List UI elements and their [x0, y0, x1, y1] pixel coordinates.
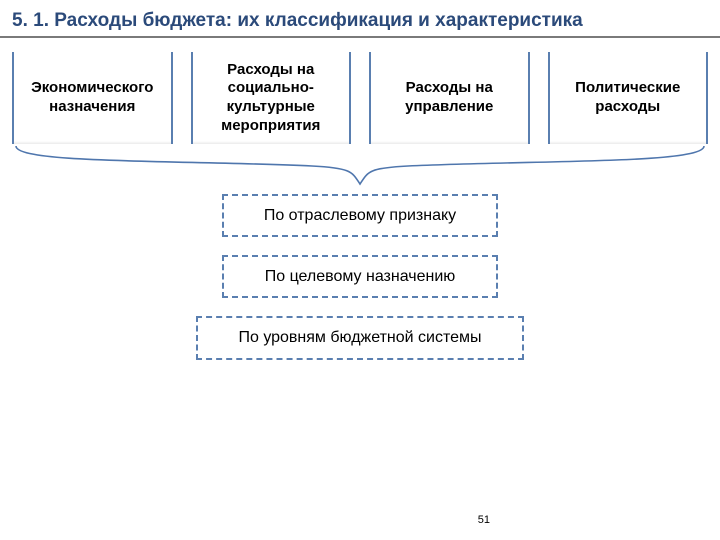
top-box-label: Экономического назначения	[18, 79, 167, 117]
brace-connector	[0, 142, 720, 188]
top-box-label: Расходы на управление	[375, 79, 524, 117]
dashed-box-purpose: По целевому назначению	[222, 255, 498, 298]
page-number: 51	[478, 514, 490, 526]
dashed-box-label: По целевому назначению	[265, 268, 456, 285]
dashed-column: По отраслевому признаку По целевому назн…	[0, 194, 720, 360]
top-box-social: Расходы на социально-культурные мероприя…	[191, 52, 352, 144]
curly-brace-icon	[12, 142, 708, 188]
top-box-economic: Экономического назначения	[12, 52, 173, 144]
top-box-label: Политические расходы	[554, 79, 703, 117]
top-box-political: Политические расходы	[548, 52, 709, 144]
top-box-label: Расходы на социально-культурные мероприя…	[197, 61, 346, 136]
dashed-box-label: По уровням бюджетной системы	[238, 329, 481, 346]
top-box-management: Расходы на управление	[369, 52, 530, 144]
dashed-box-label: По отраслевому признаку	[264, 207, 456, 224]
dashed-box-levels: По уровням бюджетной системы	[196, 316, 524, 359]
slide-title: 5. 1. Расходы бюджета: их классификация …	[0, 0, 720, 38]
top-row: Экономического назначения Расходы на соц…	[0, 38, 720, 144]
dashed-box-industry: По отраслевому признаку	[222, 194, 498, 237]
